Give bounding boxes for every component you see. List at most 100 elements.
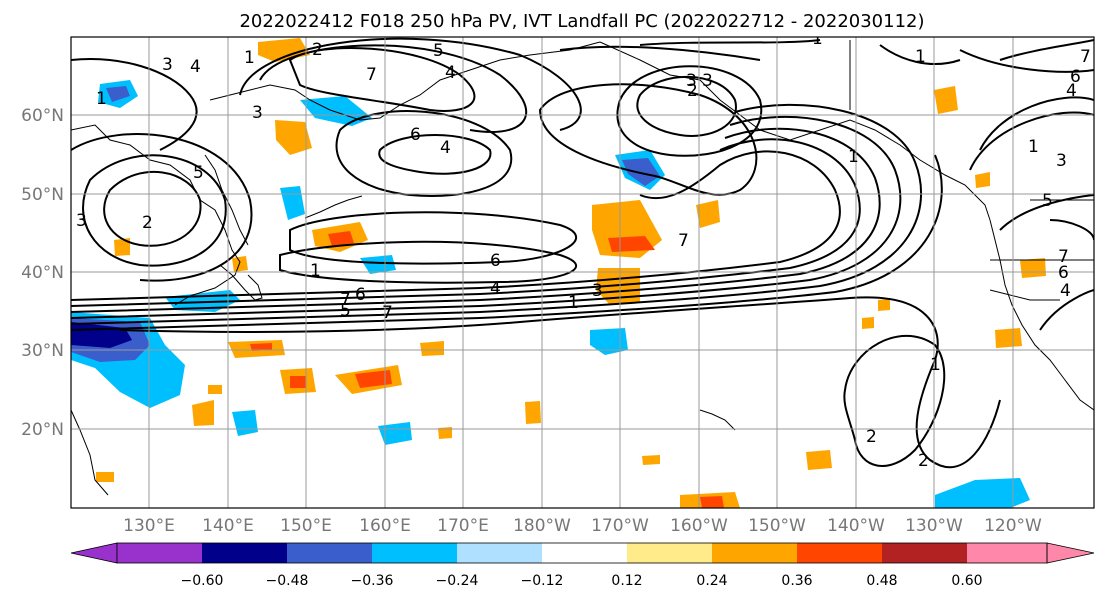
contour-line	[959, 49, 1094, 73]
contour-line	[538, 83, 758, 196]
shade-patch	[360, 255, 396, 274]
contour-label: 1	[96, 89, 107, 109]
lat-label: 30°N	[21, 341, 64, 361]
contour-line	[71, 58, 198, 151]
shade-patch	[935, 478, 1030, 508]
colorbar-swatch	[202, 543, 287, 563]
shade-patch	[96, 472, 114, 482]
coastline	[71, 409, 109, 496]
contour-line	[639, 39, 821, 46]
shade-patch	[862, 317, 874, 329]
contour-label: 5	[1042, 191, 1053, 211]
coastline	[989, 219, 1094, 411]
lon-label: 140°E	[202, 516, 254, 536]
colorbar-tick: 0.48	[866, 573, 897, 589]
colorbar-swatch	[117, 543, 202, 563]
contour-label: 4	[445, 63, 456, 83]
contour-label: 4	[490, 279, 501, 299]
contour-label: 4	[440, 138, 451, 158]
shade-patch	[806, 450, 832, 470]
shade-patch	[378, 422, 412, 445]
contour-line	[999, 39, 1094, 61]
shade-patch	[192, 400, 214, 426]
contour-label: 5	[340, 301, 351, 321]
contour-label: 7	[1080, 47, 1091, 67]
shade-patch	[250, 343, 272, 351]
contour-line	[71, 127, 881, 313]
contour-line	[1039, 289, 1094, 331]
lon-axis: 130°E 140°E 150°E 160°E 170°E 180°W 170°…	[123, 516, 1042, 536]
colorbar-swatch	[712, 543, 797, 563]
contour-label: 6	[410, 125, 421, 145]
contour-label: 6	[1070, 67, 1081, 87]
contour-line	[288, 47, 476, 112]
contour-label: 5	[433, 41, 444, 61]
shade-patch	[622, 158, 660, 186]
contour-line	[239, 37, 582, 131]
lat-label: 40°N	[21, 263, 64, 283]
contour-line	[82, 154, 227, 267]
contour-label: 7	[340, 290, 351, 310]
contour-label: 2	[687, 81, 698, 101]
contour-line	[71, 138, 861, 307]
colorbar-swatch	[542, 543, 627, 563]
shade-patch	[975, 172, 990, 188]
coastline	[599, 41, 991, 221]
coastline	[209, 84, 331, 111]
lat-label: 20°N	[21, 420, 64, 440]
shade-patch	[290, 376, 306, 388]
contour-line	[979, 96, 1094, 151]
shade-patch	[878, 299, 890, 311]
colorbar: −0.60 −0.48 −0.36 −0.24 −0.12 0.12 0.24 …	[70, 542, 1095, 589]
colorbar-extend-low	[70, 542, 118, 564]
lon-label: 180°W	[513, 516, 571, 536]
colorbar-tick: −0.48	[266, 573, 309, 589]
contour-label: 1	[568, 293, 579, 313]
contour-line	[879, 44, 961, 66]
coastline	[219, 264, 263, 301]
contour-label: 4	[1066, 81, 1077, 101]
lon-label: 130°E	[123, 516, 175, 536]
shade-patch	[1020, 258, 1046, 278]
graticule	[71, 37, 1094, 508]
shade-patch	[525, 401, 541, 424]
lon-label: 160°E	[359, 516, 411, 536]
contour-line	[559, 45, 761, 61]
coastline	[71, 124, 241, 306]
colorbar-tick: 0.36	[781, 573, 812, 589]
coastline	[989, 289, 1060, 301]
lat-label: 60°N	[21, 106, 64, 126]
contour-label: 1	[244, 48, 255, 68]
contour-label: 1	[310, 261, 321, 281]
coastline	[329, 41, 601, 121]
colorbar-frame	[116, 542, 1048, 564]
contour-label: 3	[686, 71, 697, 91]
colorbar-tick: 0.12	[611, 573, 642, 589]
shade-patch	[420, 341, 444, 356]
colorbar-swatch	[457, 543, 542, 563]
shade-patch	[590, 328, 628, 355]
colorbar-swatch	[287, 543, 372, 563]
shade-patch	[700, 496, 724, 508]
contour-label: 7	[366, 65, 377, 85]
shade-patch	[232, 256, 248, 272]
contour-label: 7	[1058, 247, 1069, 267]
contour-label: 3	[1056, 151, 1067, 171]
contour-label: 2	[142, 213, 153, 233]
lat-label: 50°N	[21, 185, 64, 205]
contour-line	[969, 111, 1094, 171]
contour-line	[71, 133, 253, 282]
contour-label: 1	[848, 147, 859, 167]
contour-labels: 1 2 3 4 5 6 7 1 4 3 2 3 1 6 4 1 3 7 1 1	[76, 37, 1091, 471]
contour-line	[1049, 219, 1094, 241]
contour-label: 3	[162, 55, 173, 75]
map-frame	[70, 36, 1095, 509]
lon-label: 150°W	[748, 516, 806, 536]
contour-label: 3	[592, 281, 603, 301]
contour-label: 3	[76, 211, 87, 231]
shade-patch	[208, 385, 222, 394]
colorbar-swatch	[967, 543, 1047, 563]
contour-line	[378, 134, 492, 175]
shade-patch	[438, 427, 452, 439]
